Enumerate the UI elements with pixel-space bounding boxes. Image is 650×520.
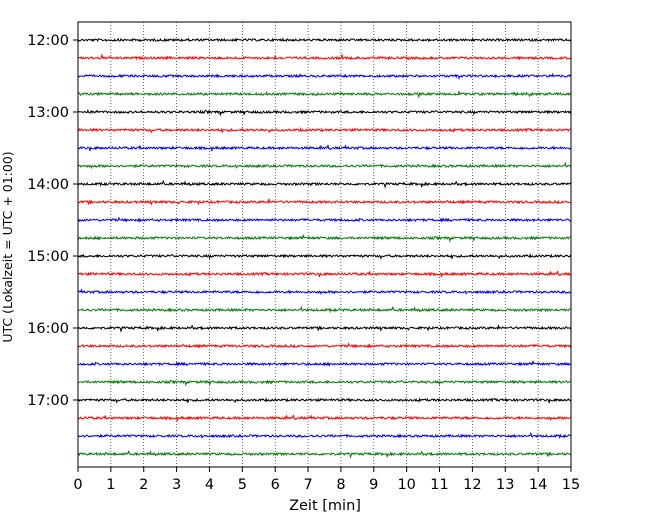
trace-line [77,414,572,422]
trace-line [77,90,572,99]
y-tick-label: 17:00 [27,393,69,409]
trace-line [77,360,572,367]
trace-line [77,179,572,189]
trace-line [77,305,572,314]
trace-line [77,109,572,117]
x-tick-label: 3 [172,477,181,493]
x-tick-label: 15 [562,477,580,493]
trace-line [77,161,572,170]
x-tick-label: 2 [139,477,148,493]
x-tick-label: 0 [73,477,82,493]
y-axis-label: UTC (Lokalzeit = UTC + 01:00) [0,151,15,342]
trace-line [77,126,572,134]
x-tick-label: 6 [271,477,280,493]
y-tick-label: 13:00 [27,105,69,121]
trace-line [77,144,572,152]
vertical-grid [110,22,539,467]
trace-line [77,431,572,440]
x-tick-label: 1 [106,477,115,493]
trace-line [77,216,571,223]
x-tick-label: 12 [463,477,481,493]
trace-line [77,234,572,243]
y-tick-label: 12:00 [27,33,69,49]
x-tick-label: 8 [336,477,345,493]
trace-line [77,72,572,80]
trace-line [77,52,572,61]
x-tick-label: 10 [397,477,415,493]
trace-line [77,288,572,296]
trace-line [77,342,572,349]
y-tick-label: 15:00 [27,249,69,265]
plot-frame [77,21,572,468]
trace-line [77,379,572,387]
trace-line [77,270,572,278]
x-tick-label: 4 [205,477,214,493]
x-axis-label: Zeit [min] [289,498,361,514]
x-tick-label: 5 [238,477,247,493]
trace-line [77,324,572,333]
x-tick-label: 9 [369,477,378,493]
x-tick-label: 13 [496,477,514,493]
y-tick-label: 16:00 [27,321,69,337]
x-axis-ticks: 0 1 2 3 4 5 6 7 8 9 10 11 12 13 14 15 [73,467,580,493]
y-tick-label: 14:00 [27,177,69,193]
trace-line [77,449,572,459]
trace-line [77,37,572,43]
trace-line [77,252,572,260]
trace-lines [77,37,572,459]
x-tick-label: 14 [529,477,547,493]
trace-line [77,198,572,206]
x-tick-label: 11 [430,477,448,493]
y-axis-ticks: 12:00 13:00 14:00 15:00 16:00 17:00 [27,33,78,409]
trace-line [77,396,572,404]
x-tick-label: 7 [303,477,312,493]
